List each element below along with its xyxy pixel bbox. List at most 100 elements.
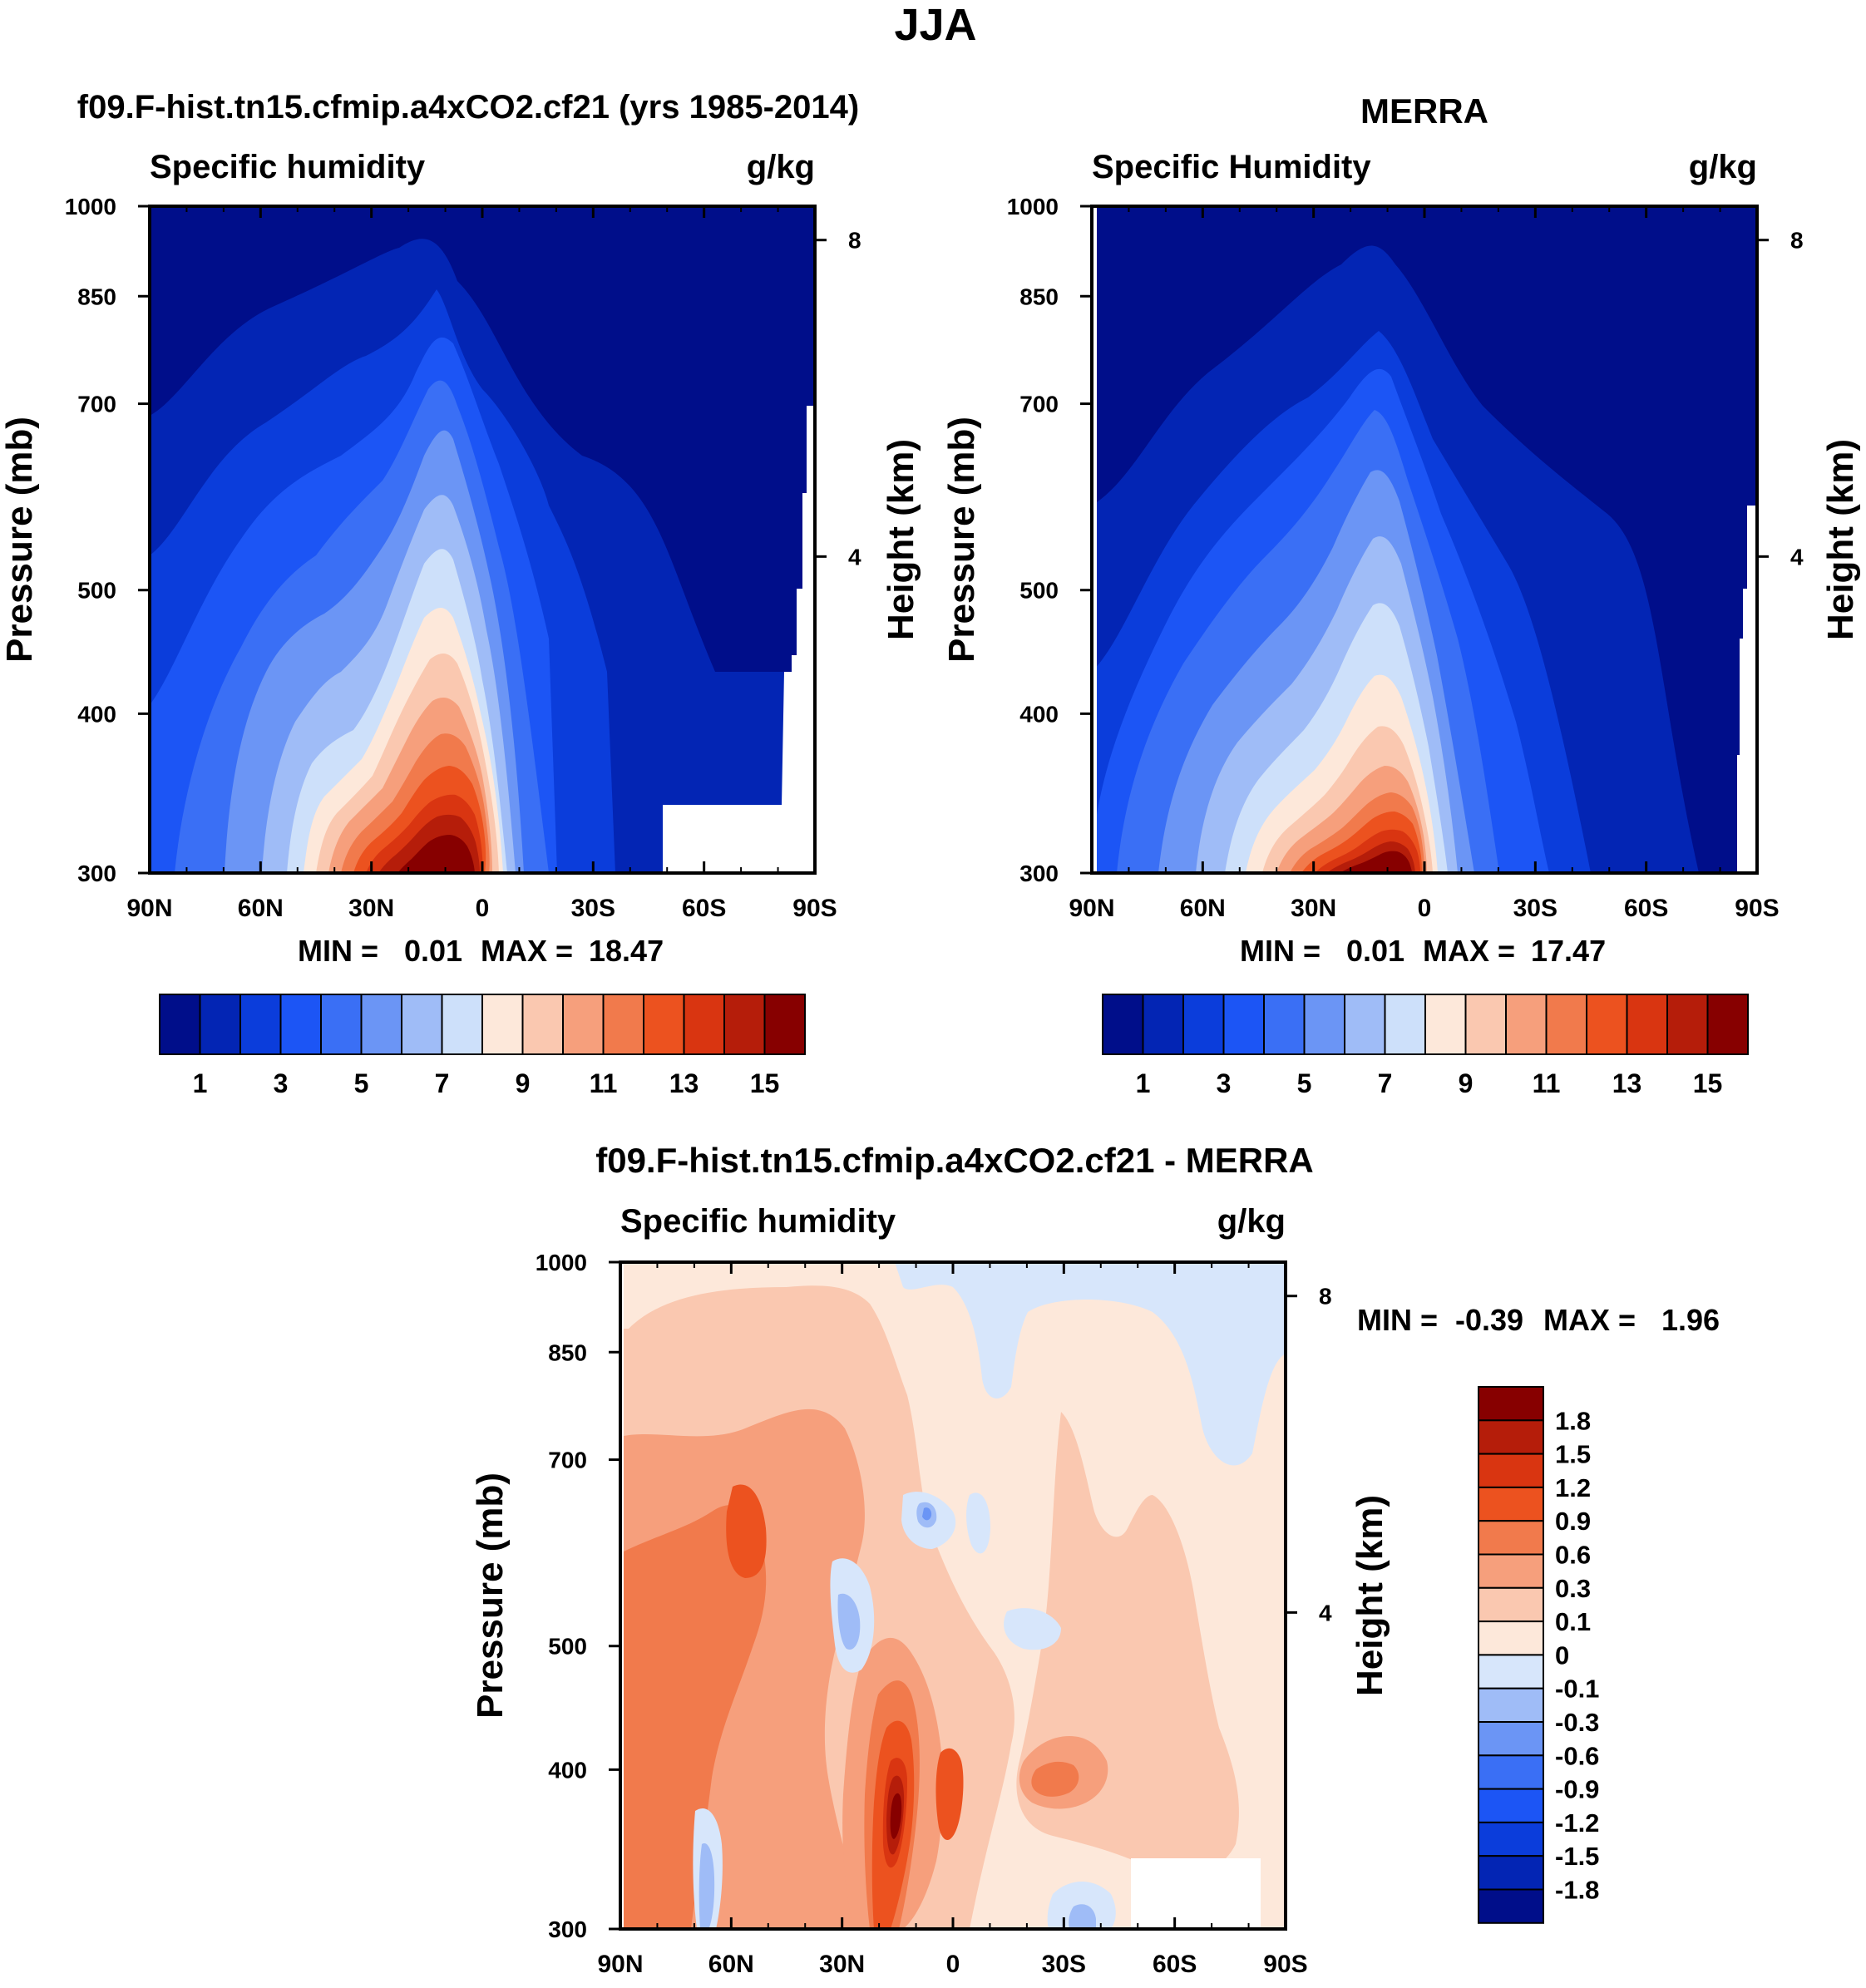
left-string: Specific Humidity: [1092, 149, 1371, 185]
y-right-tick-label: 4: [1790, 544, 1804, 570]
y-axis-right: 84: [1286, 1284, 1332, 1625]
colorbar-box: [1478, 1654, 1544, 1690]
x-tick-label: 30N: [819, 1951, 865, 1978]
colorbar-label: -0.9: [1555, 1775, 1599, 1804]
colorbar-box: [683, 994, 725, 1055]
level-band: [1340, 851, 1412, 873]
colorbar-label: 1: [193, 1068, 208, 1098]
colorbar-label: 7: [435, 1068, 450, 1098]
max-label: MAX =: [481, 934, 573, 968]
units-string: g/kg: [1217, 1203, 1286, 1240]
x-tick-label: 60S: [1624, 895, 1668, 922]
min-value: 0.01: [1346, 934, 1404, 968]
colorbar-box: [1384, 994, 1426, 1055]
x-tick-label: 60N: [1180, 895, 1226, 922]
missing-data-region: [1737, 506, 1757, 873]
x-tick-label: 30N: [1291, 895, 1336, 922]
colorbar-box: [1478, 1553, 1544, 1589]
x-tick-label: 0: [946, 1951, 960, 1978]
colorbar-box: [1263, 994, 1306, 1055]
colorbar-box: [1478, 1520, 1544, 1556]
y-right-tick-label: 4: [1319, 1600, 1332, 1625]
level-band: [890, 1793, 902, 1839]
colorbar-box: [1344, 994, 1386, 1055]
level-band: [935, 1748, 964, 1840]
x-axis: 90N 60N 30N 0 30S 60S 90S: [1069, 206, 1780, 922]
missing-data-region: [1092, 206, 1097, 873]
colorbar-box: [1478, 1888, 1544, 1924]
colorbar-label: 5: [1297, 1068, 1312, 1098]
y-tick-label: 1000: [65, 194, 116, 220]
y-tick-label: 400: [548, 1757, 587, 1783]
colorbar-box: [1478, 1486, 1544, 1522]
colorbar-box: [1478, 1855, 1544, 1891]
y-tick-label: 1000: [536, 1250, 587, 1275]
colorbar: 1 3 5 7 9 11 13 15: [1102, 994, 1749, 1098]
colorbar-box: [763, 994, 806, 1055]
min-label: MIN =: [1357, 1303, 1438, 1337]
panel-model: f09.F-hist.tn15.cfmip.a4xCO2.cf21 (yrs 1…: [0, 89, 921, 1098]
max-value: 18.47: [589, 934, 664, 968]
x-tick-label: 90N: [126, 895, 172, 922]
panel-title: MERRA: [1360, 91, 1488, 131]
units-string: g/kg: [1689, 149, 1757, 185]
colorbar-box: [279, 994, 322, 1055]
level-band: [1004, 1608, 1061, 1650]
y-tick-label: 500: [548, 1634, 587, 1660]
colorbar-label: -1.5: [1555, 1842, 1599, 1871]
x-tick-label: 60N: [708, 1951, 754, 1978]
missing-data-region: [1131, 1858, 1261, 1929]
max-value: 1.96: [1661, 1303, 1720, 1337]
colorbar-box: [159, 994, 201, 1055]
x-tick-label: 30S: [1513, 895, 1557, 922]
x-tick-label: 60N: [238, 895, 284, 922]
colorbar-box: [1478, 1419, 1544, 1455]
colorbar-box: [1586, 994, 1628, 1055]
y-axis: 300 400 500 700 850 1000: [1007, 194, 1092, 886]
colorbar-box: [1478, 1754, 1544, 1790]
colorbar-label: 13: [669, 1068, 699, 1098]
colorbar-label: 3: [274, 1068, 289, 1098]
panel-difference: f09.F-hist.tn15.cfmip.a4xCO2.cf21 - MERR…: [470, 1141, 1720, 1978]
colorbar-box: [1424, 994, 1467, 1055]
y-axis-right-label: Height (km): [881, 439, 921, 640]
y-tick-label: 1000: [1007, 194, 1059, 220]
y-right-tick-label: 8: [1319, 1284, 1332, 1310]
y-tick-label: 850: [1019, 284, 1059, 309]
colorbar-box: [643, 994, 685, 1055]
y-right-tick-label: 8: [1790, 228, 1804, 254]
colorbar-label: 11: [1533, 1068, 1561, 1098]
x-tick-label: 90N: [597, 1951, 643, 1978]
x-tick-label: 90N: [1069, 895, 1114, 922]
x-tick-label: 90S: [792, 895, 837, 922]
contour-plot: [1092, 206, 1757, 873]
min-max-stats: MIN = -0.39 MAX = 1.96: [1357, 1303, 1720, 1337]
colorbar-label: 0: [1555, 1640, 1569, 1670]
left-string: Specific humidity: [620, 1203, 896, 1240]
colorbar-label: -1.8: [1555, 1876, 1599, 1905]
y-axis-label: Pressure (mb): [941, 417, 982, 663]
colorbar-label: -1.2: [1555, 1808, 1599, 1838]
colorbar-box: [481, 994, 524, 1055]
colorbar-label: 0.3: [1555, 1574, 1591, 1603]
y-tick-label: 500: [77, 578, 116, 604]
y-tick-label: 850: [77, 284, 116, 309]
colorbar-label: 1.8: [1555, 1406, 1591, 1435]
min-value: 0.01: [404, 934, 462, 968]
colorbar-label: -0.1: [1555, 1675, 1599, 1704]
colorbar-box: [1478, 1386, 1544, 1422]
level-band: [699, 1843, 715, 1929]
colorbar-label: 7: [1378, 1068, 1393, 1098]
colorbar-label: 0.9: [1555, 1507, 1591, 1536]
max-label: MAX =: [1423, 934, 1515, 968]
x-tick-label: 90S: [1735, 895, 1779, 922]
panel-merra: MERRA Specific Humidity g/kg 90N 60N 30N 0 3…: [941, 91, 1861, 1098]
colorbar-label: 1: [1136, 1068, 1151, 1098]
level-band: [620, 1505, 767, 1929]
y-right-tick-label: 4: [848, 544, 861, 570]
colorbar-box: [521, 994, 564, 1055]
level-band: [1031, 1761, 1079, 1797]
x-tick-label: 0: [1418, 895, 1432, 922]
colorbar: 1.8 1.5 1.2 0.9 0.6 0.3 0.1 0 -0.1 -0.3 -0.6 -0.9 -1…: [1478, 1386, 1599, 1924]
colorbar-label: 1.5: [1555, 1440, 1591, 1469]
